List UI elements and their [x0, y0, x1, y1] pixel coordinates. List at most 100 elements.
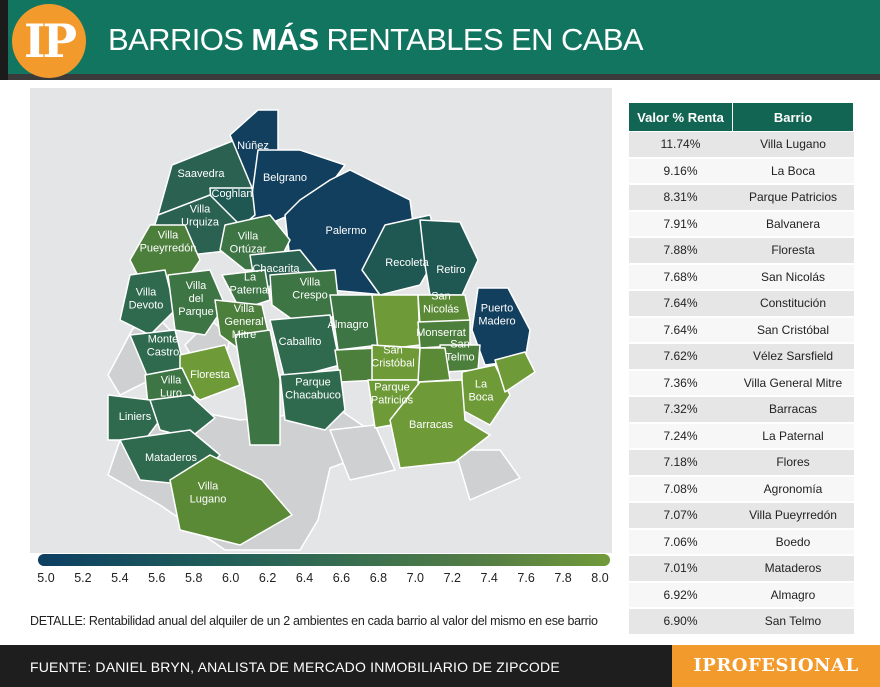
- table-row: 7.06% Boedo: [628, 528, 854, 556]
- map-label-line: Villa: [198, 481, 219, 493]
- cell-renta: 6.92%: [628, 581, 733, 609]
- title-part-2: RENTABLES EN CABA: [318, 22, 643, 57]
- detail-note: DETALLE: Rentabilidad anual del alquiler…: [30, 614, 598, 628]
- map-label: La Paternal: [230, 272, 271, 297]
- map-label-line: Villa: [300, 277, 321, 289]
- map-label-line: San: [450, 339, 470, 351]
- map-label: Villa Lugano: [190, 481, 227, 506]
- map-label-line: Monserrat: [416, 327, 466, 339]
- scale-tick-label: 7.6: [517, 571, 535, 585]
- cell-renta: 11.74%: [628, 131, 733, 159]
- map-label: Parque Patricios: [371, 382, 414, 407]
- table-row: 6.92% Almagro: [628, 581, 854, 609]
- map-label-line: Ortúzar: [230, 244, 267, 256]
- cell-renta: 7.64%: [628, 316, 733, 344]
- footer-bar: FUENTE: DANIEL BRYN, ANALISTA DE MERCADO…: [0, 645, 880, 687]
- table-row: 7.88% Floresta: [628, 237, 854, 265]
- cell-barrio: Villa General Mitre: [732, 369, 854, 397]
- cell-barrio: San Nicolás: [732, 263, 854, 291]
- map-label: Monte Castro: [147, 334, 179, 359]
- map-label-line: Monte: [148, 334, 179, 346]
- map-label-line: San: [383, 345, 403, 357]
- cell-barrio: Vélez Sarsfield: [732, 343, 854, 371]
- map-label-line: General: [224, 316, 263, 328]
- map-label-line: Nicolás: [423, 304, 460, 316]
- map-label: Monserrat: [416, 327, 466, 339]
- page-title: BARRIOS MÁS RENTABLES EN CABA: [108, 22, 644, 58]
- table-row: 8.31% Parque Patricios: [628, 184, 854, 212]
- cell-renta: 7.36%: [628, 369, 733, 397]
- table-row: 7.08% Agronomía: [628, 475, 854, 503]
- map-label: Belgrano: [263, 172, 307, 184]
- map-label-line: Floresta: [190, 369, 231, 381]
- map-region-devoto: [119, 269, 176, 336]
- header-bar: IP BARRIOS MÁS RENTABLES EN CABA: [0, 0, 880, 80]
- map-label: San Nicolás: [423, 291, 460, 316]
- source-text: FUENTE: DANIEL BRYN, ANALISTA DE MERCADO…: [30, 659, 560, 675]
- map-label: Almagro: [328, 319, 369, 331]
- cell-renta: 7.06%: [628, 528, 733, 556]
- map-region-balvanera: [371, 294, 421, 351]
- scale-tick-label: 6.4: [295, 571, 314, 585]
- table-row: 7.68% San Nicolás: [628, 263, 854, 291]
- scale-tick-label: 6.2: [258, 571, 277, 585]
- map-label-line: Mataderos: [145, 452, 197, 464]
- cell-barrio: Boedo: [732, 528, 854, 556]
- map-label-line: Crespo: [292, 290, 327, 302]
- map-region-parque-chacabuco: [279, 369, 346, 431]
- cell-barrio: Constitución: [732, 290, 854, 318]
- color-scale-labels: 5.0 5.2 5.4 5.6 5.8 6.0 6.2 6.4 6.6 6.8 7.0 7.2 7.4 7…: [30, 571, 620, 587]
- map-region-flores: [234, 329, 281, 446]
- table-row: 6.90% San Telmo: [628, 608, 854, 636]
- scale-tick-label: 5.6: [148, 571, 166, 585]
- map-label-line: La: [244, 272, 257, 284]
- title-bold: MÁS: [251, 22, 319, 57]
- map-label-line: Villa: [158, 230, 179, 242]
- scale-tick-label: 6.6: [332, 571, 351, 585]
- map-label-line: Pueyrredón: [140, 243, 197, 255]
- map-label-line: Villa: [136, 287, 157, 299]
- map-label: San Cristóbal: [371, 345, 414, 370]
- scale-tick-label: 5.8: [185, 571, 203, 585]
- scale-tick-label: 7.2: [443, 571, 461, 585]
- cell-barrio: La Paternal: [732, 422, 854, 450]
- map-label: Villa Devoto: [129, 287, 164, 312]
- map-label-line: Villa: [186, 280, 207, 292]
- map-label-line: Patricios: [371, 395, 414, 407]
- cell-renta: 7.68%: [628, 263, 733, 291]
- map-label: Caballito: [279, 336, 322, 348]
- map-label-line: Villa: [238, 231, 259, 243]
- cell-barrio: Floresta: [732, 237, 854, 265]
- map-label-line: Almagro: [328, 319, 369, 331]
- map-label-line: Parque: [295, 377, 330, 389]
- cell-barrio: Balvanera: [732, 210, 854, 238]
- table-row: 7.91% Balvanera: [628, 210, 854, 238]
- map-label-line: Villa: [190, 204, 211, 216]
- map-label: Villa General Mitre: [224, 303, 263, 341]
- cell-renta: 7.32%: [628, 396, 733, 424]
- cell-barrio: Agronomía: [732, 475, 854, 503]
- scale-tick-label: 6.8: [369, 571, 388, 585]
- brand-logo: IPROFESIONAL: [672, 645, 880, 687]
- map-label: Villa Luro: [160, 375, 182, 400]
- cell-barrio: Mataderos: [732, 555, 854, 583]
- map-label-line: Madero: [478, 316, 515, 328]
- map-region-grey-se: [454, 449, 521, 501]
- map-label-line: Belgrano: [263, 172, 307, 184]
- table-row: 7.32% Barracas: [628, 396, 854, 424]
- table-row: 7.24% La Paternal: [628, 422, 854, 450]
- map-label-line: Barracas: [409, 419, 454, 431]
- map-label-line: Núñez: [237, 140, 269, 152]
- color-scale-bar: [38, 554, 610, 566]
- map-label-line: Caballito: [279, 336, 322, 348]
- map-label-line: San: [431, 291, 451, 303]
- map-label-line: Telmo: [445, 352, 474, 364]
- map-label-line: Luro: [160, 388, 182, 400]
- scale-tick-label: 5.0: [37, 571, 55, 585]
- map-label-line: Parque: [374, 382, 409, 394]
- map-label-line: Saavedra: [177, 168, 225, 180]
- map-label: La Boca: [468, 379, 494, 404]
- map-region-boca-coast: [494, 351, 536, 393]
- map-region-liniers: [107, 394, 161, 441]
- map-label-line: Recoleta: [385, 257, 429, 269]
